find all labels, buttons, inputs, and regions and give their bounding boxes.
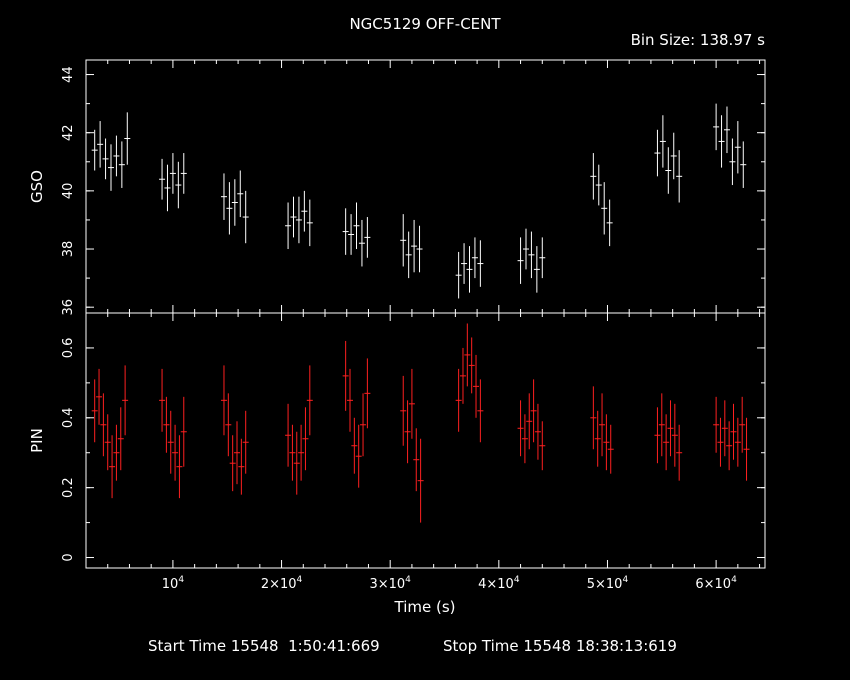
y-tick-label: 0 <box>61 553 76 561</box>
bin-size-label: Bin Size: 138.97 s <box>631 31 766 49</box>
y-tick-label: 0.2 <box>61 477 76 498</box>
x-tick-label: 3×104 <box>369 575 411 592</box>
x-tick-label: 5×104 <box>587 575 629 592</box>
y-tick-label: 0.4 <box>61 407 76 428</box>
panel-frame <box>85 59 766 314</box>
y-tick-label: 36 <box>61 299 76 316</box>
start-time-label: Start Time 15548 1:50:41:669 <box>148 637 380 655</box>
y-tick-label: 44 <box>61 66 76 83</box>
pin-panel: 0 0.2 0.4 0.6 PIN 104 2×104 3×104 4×104 5×104 6×10… <box>28 312 766 592</box>
y-tick-label: 0.6 <box>61 338 76 359</box>
x-axis-label: Time (s) <box>394 598 456 616</box>
x-tick-label: 2×104 <box>261 575 303 592</box>
stop-time-label: Stop Time 15548 18:38:13:619 <box>443 637 677 655</box>
x-tick-label: 104 <box>162 575 185 592</box>
y-tick-label: 42 <box>61 124 76 141</box>
plot-title: NGC5129 OFF-CENT <box>349 15 501 33</box>
gso-panel: 36 38 40 42 44 GSO <box>28 59 766 316</box>
y-tick-label: 40 <box>61 183 76 200</box>
y-axis-label: GSO <box>28 170 46 203</box>
panel-frame <box>85 312 766 569</box>
x-tick-label: 4×104 <box>478 575 520 592</box>
y-tick-label: 38 <box>61 241 76 258</box>
y-axis-label: PIN <box>28 428 46 453</box>
x-tick-label: 6×104 <box>695 575 737 592</box>
